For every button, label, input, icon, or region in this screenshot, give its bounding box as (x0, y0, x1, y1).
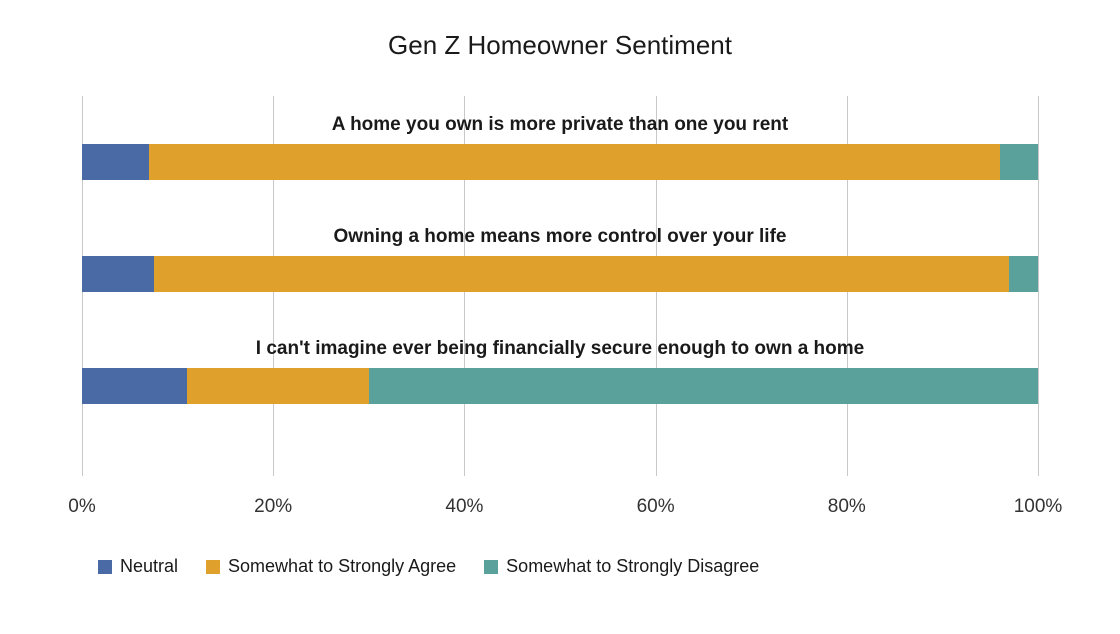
sentiment-chart: Gen Z Homeowner Sentiment A home you own… (0, 0, 1120, 634)
x-tick-label: 80% (828, 496, 866, 518)
bar-segment-disagree (1000, 144, 1038, 180)
legend-label: Neutral (120, 556, 178, 577)
legend-item-neutral: Neutral (98, 556, 178, 577)
x-tick-label: 100% (1014, 496, 1063, 518)
legend-item-agree: Somewhat to Strongly Agree (206, 556, 456, 577)
bar-label: I can't imagine ever being financially s… (82, 338, 1038, 360)
legend-swatch (98, 560, 112, 574)
bar-label: Owning a home means more control over yo… (82, 226, 1038, 248)
legend-swatch (206, 560, 220, 574)
bar-segment-neutral (82, 256, 154, 292)
bar-segment-neutral (82, 144, 149, 180)
gridline (1038, 96, 1039, 476)
legend-swatch (484, 560, 498, 574)
legend-label: Somewhat to Strongly Agree (228, 556, 456, 577)
bar-segment-agree (154, 256, 1010, 292)
bar-row (82, 368, 1038, 404)
x-tick-label: 60% (637, 496, 675, 518)
bar-segment-disagree (369, 368, 1038, 404)
x-tick-label: 0% (68, 496, 95, 518)
plot-area: A home you own is more private than one … (82, 96, 1038, 476)
legend-label: Somewhat to Strongly Disagree (506, 556, 759, 577)
legend-item-disagree: Somewhat to Strongly Disagree (484, 556, 759, 577)
bar-label: A home you own is more private than one … (82, 114, 1038, 136)
x-tick-label: 20% (254, 496, 292, 518)
chart-title: Gen Z Homeowner Sentiment (0, 30, 1120, 61)
bar-segment-agree (187, 368, 369, 404)
legend: Neutral Somewhat to Strongly Agree Somewha… (98, 556, 759, 577)
bar-segment-agree (149, 144, 1000, 180)
bar-row (82, 144, 1038, 180)
x-tick-label: 40% (445, 496, 483, 518)
bar-segment-disagree (1009, 256, 1038, 292)
bar-row (82, 256, 1038, 292)
bar-segment-neutral (82, 368, 187, 404)
